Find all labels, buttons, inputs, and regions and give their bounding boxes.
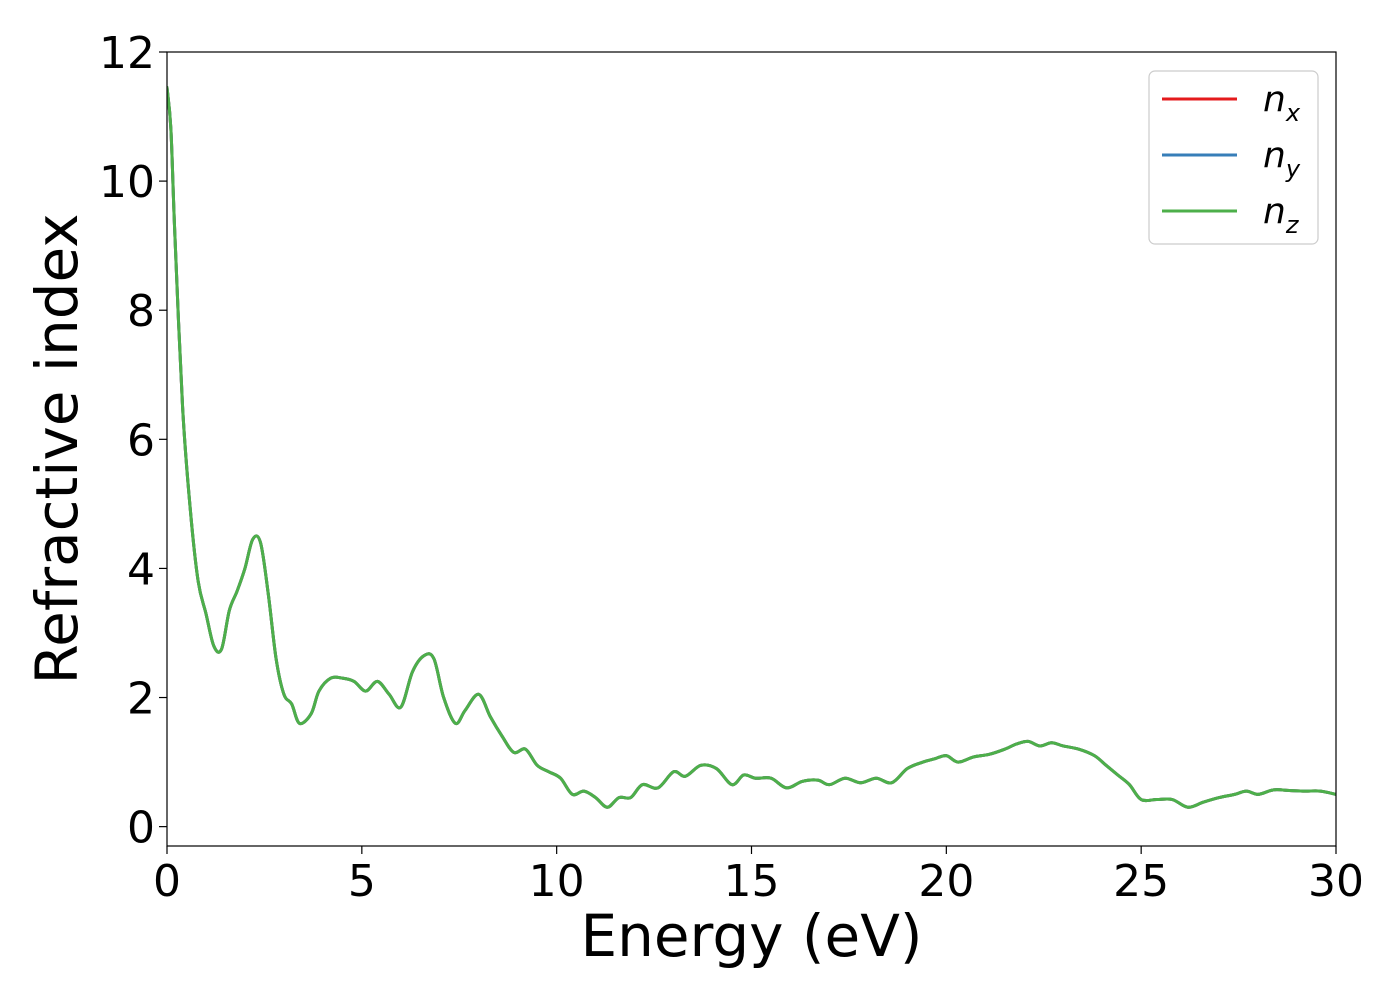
y-tick-label: 8 <box>127 286 155 337</box>
x-axis: 0 5 10 15 20 25 30 <box>153 846 1364 907</box>
y-tick-label: 0 <box>127 803 155 854</box>
x-tick-label: 10 <box>529 856 585 907</box>
y-axis: 0 2 4 6 8 10 12 <box>99 28 167 854</box>
x-tick-label: 25 <box>1113 856 1169 907</box>
x-tick-label: 5 <box>348 856 376 907</box>
legend-box <box>1148 70 1319 245</box>
legend-label-n-x: nx <box>1263 79 1301 127</box>
x-axis-title: Energy (eV) <box>580 902 922 970</box>
y-tick-label: 10 <box>99 157 155 208</box>
x-tick-label: 20 <box>918 856 974 907</box>
y-tick-label: 12 <box>99 28 155 79</box>
x-tick-label: 15 <box>724 856 780 907</box>
y-axis-title: Refractive index <box>23 213 91 684</box>
legend: nx ny nz <box>1148 70 1319 245</box>
legend-label-n-z: nz <box>1263 191 1300 239</box>
y-tick-label: 4 <box>127 544 155 595</box>
y-tick-label: 6 <box>127 415 155 466</box>
y-tick-label: 2 <box>127 674 155 725</box>
x-tick-label: 0 <box>153 856 181 907</box>
legend-label-n-y: ny <box>1263 135 1301 183</box>
series-line-n-z <box>167 86 1336 809</box>
x-tick-label: 30 <box>1308 856 1364 907</box>
